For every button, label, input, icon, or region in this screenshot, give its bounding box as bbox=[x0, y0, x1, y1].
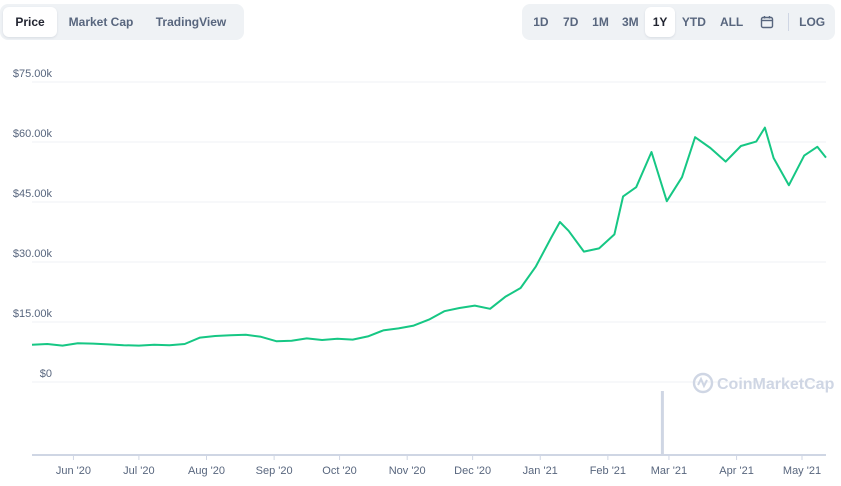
range-7d-button[interactable]: 7D bbox=[563, 15, 579, 29]
tab-trading-view[interactable]: TradingView bbox=[155, 15, 227, 29]
range-1m-button[interactable]: 1M bbox=[592, 15, 609, 29]
coinmarketcap-logo-mark bbox=[697, 376, 708, 389]
y-tick-label: $60.00k bbox=[13, 128, 53, 140]
range-selector: 1D 7D 1M 3M 1Y YTD ALL LOG bbox=[522, 4, 835, 40]
coinmarketcap-logo-icon bbox=[692, 372, 714, 394]
price-series-line bbox=[31, 126, 827, 347]
x-tick-label: Nov '20 bbox=[389, 465, 426, 477]
watermark-text: CoinMarketCap bbox=[717, 376, 835, 393]
x-tick-label: Jun '20 bbox=[56, 465, 91, 477]
volume-bar bbox=[660, 391, 664, 455]
y-tick-label: $15.00k bbox=[13, 308, 53, 320]
range-1y-button[interactable]: 1Y bbox=[645, 7, 675, 37]
log-scale-button[interactable]: LOG bbox=[799, 15, 826, 29]
x-tick-label: Mar '21 bbox=[651, 465, 687, 477]
range-3m-button[interactable]: 3M bbox=[621, 15, 639, 29]
x-tick-label: Sep '20 bbox=[256, 465, 293, 477]
tab-market-cap[interactable]: Market Cap bbox=[68, 15, 134, 29]
range-ytd-button[interactable]: YTD bbox=[681, 15, 706, 29]
y-tick-label: $30.00k bbox=[13, 248, 53, 260]
tab-price[interactable]: Price bbox=[3, 7, 57, 37]
calendar-button[interactable] bbox=[750, 7, 784, 37]
y-tick-label: $75.00k bbox=[13, 68, 53, 80]
x-tick-label: Aug '20 bbox=[188, 465, 225, 477]
range-1d-button[interactable]: 1D bbox=[533, 15, 549, 29]
range-all-button[interactable]: ALL bbox=[719, 15, 744, 29]
x-tick-label: May '21 bbox=[783, 465, 821, 477]
calendar-icon bbox=[761, 16, 774, 29]
x-tick-label: Apr '21 bbox=[719, 465, 754, 477]
x-tick-label: Jul '20 bbox=[123, 465, 154, 477]
x-tick-label: Feb '21 bbox=[590, 465, 626, 477]
divider bbox=[788, 13, 790, 31]
x-tick-label: Oct '20 bbox=[322, 465, 357, 477]
chart-type-tabs: Price Market Cap TradingView bbox=[0, 4, 244, 40]
coinmarketcap-watermark: CoinMarketCap bbox=[692, 372, 835, 394]
y-tick-label: $45.00k bbox=[13, 188, 53, 200]
y-tick-label: $0 bbox=[40, 368, 52, 380]
x-tick-label: Jan '21 bbox=[523, 465, 558, 477]
x-tick-label: Dec '20 bbox=[454, 465, 491, 477]
